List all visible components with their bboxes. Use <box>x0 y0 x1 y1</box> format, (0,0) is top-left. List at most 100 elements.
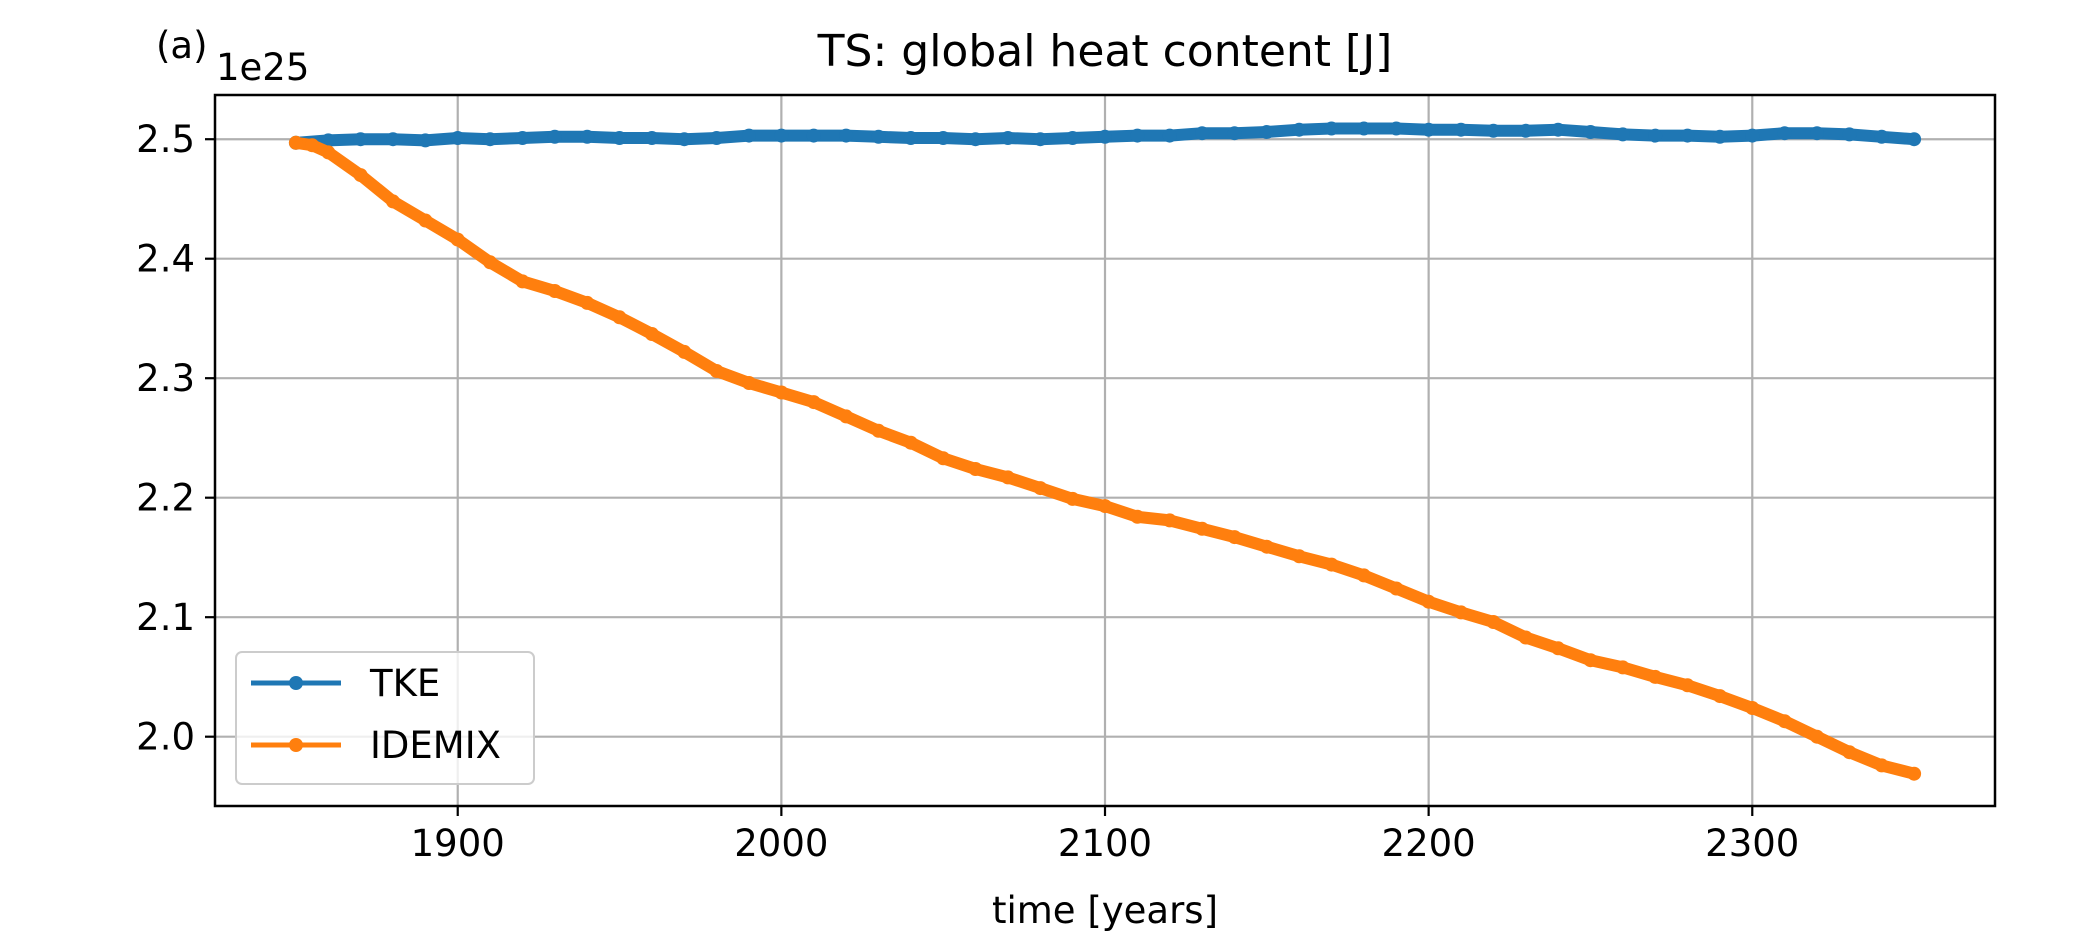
y-axis-offset-label: 1e25 <box>216 46 309 89</box>
data-point <box>1098 499 1112 514</box>
data-point <box>1259 539 1274 554</box>
data-point <box>1842 127 1857 142</box>
data-point <box>1745 128 1760 143</box>
data-point <box>1486 123 1501 138</box>
data-point <box>1551 122 1566 137</box>
data-point <box>1907 766 1922 781</box>
data-point <box>580 129 595 144</box>
data-point <box>1000 131 1015 145</box>
data-point <box>1486 615 1501 629</box>
data-point <box>1810 126 1824 141</box>
legend-label: TKE <box>369 662 440 705</box>
data-point <box>968 132 983 147</box>
y-tick-label: 2.1 <box>136 596 195 639</box>
data-point <box>1130 128 1145 143</box>
data-point <box>677 132 692 147</box>
data-point <box>1551 641 1566 656</box>
data-point <box>321 145 336 160</box>
data-point <box>1842 745 1857 760</box>
data-point <box>1454 122 1468 137</box>
data-point <box>353 132 368 147</box>
data-point <box>305 138 320 153</box>
x-tick-label: 2300 <box>1705 822 1799 865</box>
data-point <box>742 128 756 143</box>
data-point <box>1454 605 1468 620</box>
legend-entries: TKE IDEMIX <box>251 662 501 767</box>
data-point <box>418 213 433 228</box>
y-tick-label: 2.5 <box>136 118 195 161</box>
data-point <box>515 274 530 289</box>
data-point <box>1227 530 1242 545</box>
data-point <box>483 132 498 147</box>
series-line <box>289 136 1921 780</box>
data-point <box>1292 122 1307 137</box>
y-tick-label: 2.2 <box>136 477 195 520</box>
data-point <box>1745 701 1760 715</box>
data-point <box>612 310 627 325</box>
data-point <box>774 128 789 143</box>
data-point <box>580 295 595 310</box>
data-point <box>1065 131 1080 145</box>
data-point <box>547 284 562 298</box>
series-layer <box>288 121 1922 781</box>
y-tick-label: 2.4 <box>136 238 195 281</box>
data-point <box>1712 689 1727 704</box>
data-point <box>709 131 724 145</box>
x-tick-label: 2100 <box>1058 822 1152 865</box>
data-point <box>871 129 886 144</box>
legend-entry: IDEMIX <box>251 724 501 767</box>
data-point <box>1259 125 1274 139</box>
legend: TKE IDEMIX <box>235 651 535 785</box>
data-point <box>1615 660 1630 675</box>
chart-title: TS: global heat content [J] <box>817 26 1393 77</box>
data-point <box>1874 758 1889 773</box>
data-point <box>1421 122 1436 137</box>
data-point <box>774 385 789 400</box>
x-ticks: 1900 2000 2100 2200 2300 <box>411 806 1799 865</box>
x-tick-label: 1900 <box>411 822 505 865</box>
data-point <box>1324 121 1339 136</box>
data-point <box>1065 491 1080 506</box>
data-point <box>1518 123 1533 138</box>
data-point <box>1583 125 1598 139</box>
data-point <box>644 327 659 341</box>
data-point <box>1130 509 1145 524</box>
x-axis-label: time [years] <box>992 889 1218 932</box>
data-point <box>1389 581 1404 596</box>
data-point <box>1680 678 1695 693</box>
data-point <box>839 409 854 424</box>
data-point <box>1033 132 1048 147</box>
data-point <box>936 131 951 145</box>
data-point <box>450 131 465 145</box>
panel-label: (a) <box>156 24 208 67</box>
data-point <box>936 451 951 466</box>
data-point <box>418 133 433 148</box>
data-point <box>1356 568 1371 583</box>
data-point <box>709 364 724 378</box>
data-point <box>1227 126 1242 141</box>
legend-label: IDEMIX <box>370 724 501 767</box>
data-point <box>1712 129 1727 144</box>
data-point <box>806 395 821 410</box>
data-point <box>353 168 368 183</box>
data-point <box>1648 128 1663 143</box>
data-point <box>677 344 692 359</box>
data-point <box>742 376 756 390</box>
data-point <box>871 423 886 438</box>
data-point <box>483 255 498 270</box>
data-point <box>1777 714 1792 729</box>
y-tick-label: 2.0 <box>136 716 195 759</box>
data-point <box>1324 557 1339 572</box>
data-point <box>288 135 303 150</box>
data-point <box>612 131 627 145</box>
data-point <box>1810 729 1824 744</box>
data-point <box>806 128 821 143</box>
data-point <box>1292 549 1307 564</box>
data-point <box>1033 481 1048 496</box>
y-ticks: 2.0 2.1 2.2 2.3 2.4 2.5 <box>136 118 215 759</box>
data-point <box>1615 127 1630 142</box>
data-point <box>386 132 400 147</box>
data-point <box>1583 653 1598 668</box>
data-point <box>1000 470 1015 485</box>
